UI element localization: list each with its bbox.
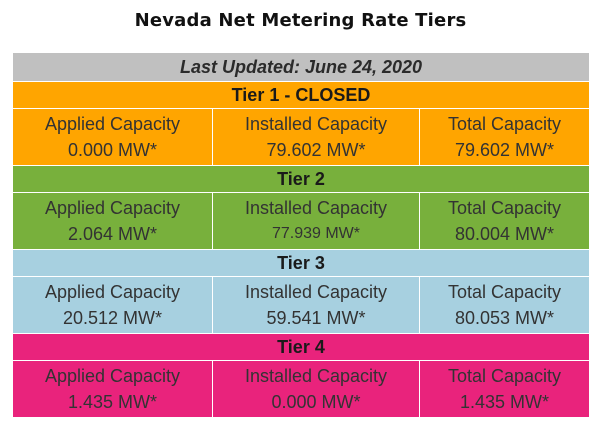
tier-header-row: Tier 3 xyxy=(12,249,590,277)
applied-capacity-cell: Applied Capacity 1.435 MW* xyxy=(12,360,213,418)
installed-capacity-label: Installed Capacity xyxy=(244,282,388,302)
installed-capacity-label: Installed Capacity xyxy=(244,114,388,134)
applied-capacity-label: Applied Capacity xyxy=(44,282,181,302)
tier-4-name: Tier 4 xyxy=(12,333,590,361)
applied-capacity-label: Applied Capacity xyxy=(44,366,181,386)
last-updated-row: Last Updated: June 24, 2020 xyxy=(12,52,590,82)
installed-capacity-value: 77.939 MW* xyxy=(271,225,361,242)
applied-capacity-cell: Applied Capacity 20.512 MW* xyxy=(12,276,213,334)
applied-capacity-value: 1.435 MW* xyxy=(67,392,158,412)
tier-header-row: Tier 4 xyxy=(12,333,590,361)
tier-data-row: Applied Capacity 1.435 MW* Installed Cap… xyxy=(12,360,590,418)
installed-capacity-label: Installed Capacity xyxy=(244,366,388,386)
installed-capacity-cell: Installed Capacity 0.000 MW* xyxy=(212,360,420,418)
total-capacity-label: Total Capacity xyxy=(447,198,562,218)
total-capacity-value: 79.602 MW* xyxy=(454,140,555,160)
applied-capacity-value: 2.064 MW* xyxy=(67,224,158,244)
total-capacity-cell: Total Capacity 79.602 MW* xyxy=(419,108,590,166)
last-updated-text: Last Updated: June 24, 2020 xyxy=(12,52,590,82)
applied-capacity-cell: Applied Capacity 0.000 MW* xyxy=(12,108,213,166)
tier-header-row: Tier 1 - CLOSED xyxy=(12,81,590,109)
installed-capacity-value: 79.602 MW* xyxy=(266,140,366,160)
tier-data-row: Applied Capacity 2.064 MW* Installed Cap… xyxy=(12,192,590,250)
installed-capacity-cell: Installed Capacity 77.939 MW* xyxy=(212,192,420,250)
rate-tiers-table: Last Updated: June 24, 2020 Tier 1 - CLO… xyxy=(12,52,590,418)
tier-2-name: Tier 2 xyxy=(12,165,590,193)
installed-capacity-value: 0.000 MW* xyxy=(271,392,361,412)
total-capacity-label: Total Capacity xyxy=(447,114,562,134)
installed-capacity-cell: Installed Capacity 79.602 MW* xyxy=(212,108,420,166)
applied-capacity-value: 0.000 MW* xyxy=(67,140,158,160)
installed-capacity-cell: Installed Capacity 59.541 MW* xyxy=(212,276,420,334)
tier-data-row: Applied Capacity 20.512 MW* Installed Ca… xyxy=(12,276,590,334)
applied-capacity-value: 20.512 MW* xyxy=(62,308,163,328)
tier-1-name: Tier 1 - CLOSED xyxy=(12,81,590,109)
applied-capacity-label: Applied Capacity xyxy=(44,198,181,218)
total-capacity-value: 1.435 MW* xyxy=(459,392,550,412)
total-capacity-value: 80.053 MW* xyxy=(454,308,555,328)
total-capacity-cell: Total Capacity 80.053 MW* xyxy=(419,276,590,334)
tier-header-row: Tier 2 xyxy=(12,165,590,193)
total-capacity-cell: Total Capacity 80.004 MW* xyxy=(419,192,590,250)
total-capacity-value: 80.004 MW* xyxy=(454,224,555,244)
installed-capacity-value: 59.541 MW* xyxy=(266,308,366,328)
applied-capacity-label: Applied Capacity xyxy=(44,114,181,134)
total-capacity-label: Total Capacity xyxy=(447,282,562,302)
total-capacity-label: Total Capacity xyxy=(447,366,562,386)
installed-capacity-label: Installed Capacity xyxy=(244,198,388,218)
tier-3-name: Tier 3 xyxy=(12,249,590,277)
page-title: Nevada Net Metering Rate Tiers xyxy=(134,10,467,31)
tier-data-row: Applied Capacity 0.000 MW* Installed Cap… xyxy=(12,108,590,166)
total-capacity-cell: Total Capacity 1.435 MW* xyxy=(419,360,590,418)
applied-capacity-cell: Applied Capacity 2.064 MW* xyxy=(12,192,213,250)
